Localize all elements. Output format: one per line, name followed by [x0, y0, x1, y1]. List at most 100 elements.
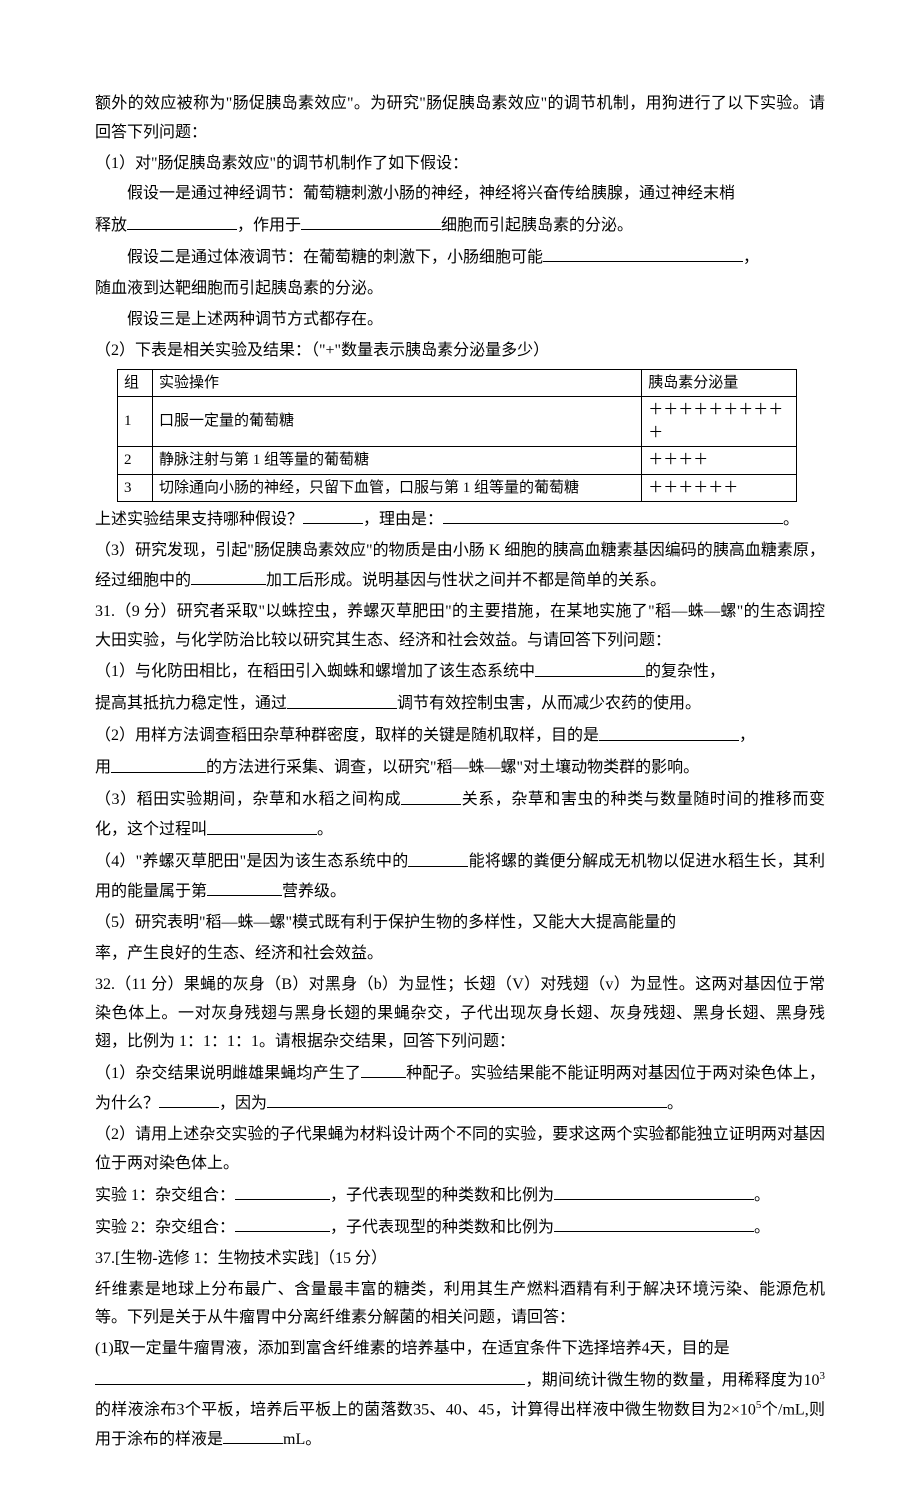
blank [401, 785, 461, 804]
table-row: 3 切除通向小肠的神经，只留下血管，口服与第 1 组等量的葡萄糖 ＋＋＋＋＋＋ [118, 474, 797, 502]
text: 调节有效控制虫害，从而减少农药的使用。 [397, 696, 701, 713]
blank [543, 243, 743, 262]
q30-hyp1-line1: 假设一是通过神经调节：葡萄糖刺激小肠的神经，神经将兴奋传给胰腺，通过神经末梢 [95, 180, 825, 209]
q31-title: 31.（9 分）研究者采取"以蛛控虫，养螺灭草肥田"的主要措施，在某地实施了"稻… [95, 598, 825, 656]
text: ， [739, 728, 755, 745]
blank [287, 689, 397, 708]
blank [301, 211, 441, 230]
q32-exp1: 实验 1：杂交组合： ，子代表现型的种类数和比例为 。 [95, 1181, 825, 1211]
q31-p5-cont: 率，产生良好的生态、经济和社会效益。 [95, 940, 825, 969]
blank [303, 505, 363, 524]
q30-hyp1-line2: 释放 ，作用于 细胞而引起胰岛素的分泌。 [95, 211, 825, 241]
text: （1）杂交结果说明雌雄果蝇均产生了 [95, 1065, 361, 1082]
text: 上述实验结果支持哪种假设？ [95, 511, 303, 528]
text: ，子代表现型的种类数和比例为 [330, 1219, 554, 1236]
text: （5）研究表明"稻—蛛—螺"模式既有利于保护生物的多样性，又能大大提高能量的 [95, 914, 676, 931]
text: 假设一是通过神经调节：葡萄糖刺激小肠的神经，神经将兴奋传给胰腺，通过神经末梢 [127, 185, 735, 202]
text: 假设二是通过体液调节：在葡萄糖的刺激下，小肠细胞可能 [127, 249, 543, 266]
cell: 1 [118, 397, 153, 447]
q37-intro: 纤维素是地球上分布最广、含量最丰富的糖类，利用其生产燃料酒精有利于解决环境污染、… [95, 1276, 825, 1334]
table-header-row: 组 实验操作 胰岛素分泌量 [118, 369, 797, 397]
blank [361, 1059, 406, 1078]
blank [191, 566, 266, 585]
text: （4）"养螺灭草肥田"是因为该生态系统中的 [95, 854, 408, 871]
q37-title: 37.[生物-选修 1：生物技术实践]（15 分） [95, 1245, 825, 1274]
blank [554, 1213, 754, 1232]
blank [235, 1213, 330, 1232]
blank [127, 211, 237, 230]
header-cell: 胰岛素分泌量 [642, 369, 797, 397]
text: 细胞而引起胰岛素的分泌。 [441, 217, 633, 234]
text: 提高其抵抗力稳定性，通过 [95, 696, 287, 713]
cell: 3 [118, 474, 153, 502]
q32-exp2: 实验 2：杂交组合： ，子代表现型的种类数和比例为 。 [95, 1213, 825, 1243]
text: （3）稻田实验期间，杂草和水稻之间构成 [95, 792, 401, 809]
blank [207, 877, 282, 896]
cell: 口服一定量的葡萄糖 [152, 397, 641, 447]
blank [599, 721, 739, 740]
text: 的样液涂布3个平板，培养后平板上的菌落数35、40、45，计算得出样液中微生物数… [95, 1401, 756, 1418]
text: （2）用样方法调查稻田杂草种群密度，取样的关键是随机取样，目的是 [95, 728, 599, 745]
q32-p1: （1）杂交结果说明雌雄果蝇均产生了种配子。实验结果能不能证明两对基因位于两对染色… [95, 1059, 825, 1119]
blank [159, 1089, 219, 1108]
q31-p3: （3）稻田实验期间，杂草和水稻之间构成关系，杂草和害虫的种类与数量随时间的推移而… [95, 785, 825, 845]
cell: ＋＋＋＋＋＋＋＋＋＋ [642, 397, 797, 447]
q30-hyp3: 假设三是上述两种调节方式都存在。 [95, 306, 825, 335]
text: 加工后形成。说明基因与性状之间并不都是简单的关系。 [266, 572, 666, 589]
text: 的复杂性， [645, 664, 725, 681]
q30-p2-question: 上述实验结果支持哪种假设？，理由是：。 [95, 505, 825, 535]
cell: 静脉注射与第 1 组等量的葡萄糖 [152, 447, 641, 475]
q31-p5: （5）研究表明"稻—蛛—螺"模式既有利于保护生物的多样性，又能大大提高能量的 [95, 909, 825, 938]
q37-p1: (1)取一定量牛瘤胃液，添加到富含纤维素的培养基中，在适宜条件下选择培养4天，目… [95, 1335, 825, 1364]
text: ，子代表现型的种类数和比例为 [330, 1187, 554, 1204]
text: 。 [317, 822, 333, 839]
cell: ＋＋＋＋＋＋ [642, 474, 797, 502]
q31-p4: （4）"养螺灭草肥田"是因为该生态系统中的能将螺的粪便分解成无机物以促进水稻生长… [95, 847, 825, 907]
text: 随血液到达靶细胞而引起胰岛素的分泌。 [95, 280, 383, 297]
q31-p1: （1）与化防田相比，在稻田引入蜘蛛和螺增加了该生态系统中的复杂性， [95, 657, 825, 687]
blank [223, 1425, 283, 1444]
blank [95, 1366, 525, 1385]
blank [111, 753, 206, 772]
text: ，期间统计微生物的数量，用稀释度为10 [525, 1372, 820, 1389]
text: 。 [754, 1187, 770, 1204]
blank [267, 1089, 667, 1108]
q30-p1: （1）对"肠促胰岛素效应"的调节机制作了如下假设： [95, 150, 825, 179]
text: ，作用于 [237, 217, 301, 234]
text: 的方法进行采集、调查，以研究"稻—蛛—螺"对土壤动物类群的影响。 [206, 760, 699, 777]
text: 实验 1：杂交组合： [95, 1187, 235, 1204]
header-cell: 组 [118, 369, 153, 397]
text: 。 [783, 511, 799, 528]
q30-p3: （3）研究发现，引起"肠促胰岛素效应"的物质是由小肠 K 细胞的胰高血糖素基因编… [95, 537, 825, 596]
blank [554, 1181, 754, 1200]
q31-p2: （2）用样方法调查稻田杂草种群密度，取样的关键是随机取样，目的是 ， [95, 721, 825, 751]
blank [235, 1181, 330, 1200]
q31-p2-cont: 用 的方法进行采集、调查，以研究"稻—蛛—螺"对土壤动物类群的影响。 [95, 753, 825, 783]
text: (1)取一定量牛瘤胃液，添加到富含纤维素的培养基中，在适宜条件下选择培养4天，目… [95, 1340, 730, 1357]
cell: 切除通向小肠的神经，只留下血管，口服与第 1 组等量的葡萄糖 [152, 474, 641, 502]
blank [535, 657, 645, 676]
text: 。 [667, 1095, 683, 1112]
text: ， [743, 249, 759, 266]
experiment-table: 组 实验操作 胰岛素分泌量 1 口服一定量的葡萄糖 ＋＋＋＋＋＋＋＋＋＋ 2 静… [117, 369, 797, 503]
q30-p2: （2）下表是相关实验及结果：（"+"数量表示胰岛素分泌量多少） [95, 337, 825, 366]
text: 释放 [95, 217, 127, 234]
text: 用 [95, 760, 111, 777]
q32-p2: （2）请用上述杂交实验的子代果蝇为材料设计两个不同的实验，要求这两个实验都能独立… [95, 1121, 825, 1179]
table-row: 1 口服一定量的葡萄糖 ＋＋＋＋＋＋＋＋＋＋ [118, 397, 797, 447]
text: 。 [754, 1219, 770, 1236]
blank [207, 815, 317, 834]
q30-hyp2-line1: 假设二是通过体液调节：在葡萄糖的刺激下，小肠细胞可能 ， [95, 243, 825, 273]
q32-title: 32.（11 分）果蝇的灰身（B）对黑身（b）为显性；长翅（V）对残翅（v）为显… [95, 971, 825, 1057]
text: 实验 2：杂交组合： [95, 1219, 235, 1236]
text: 率，产生良好的生态、经济和社会效益。 [95, 945, 383, 962]
q37-p1-cont: ，期间统计微生物的数量，用稀释度为103的样液涂布3个平板，培养后平板上的菌落数… [95, 1366, 825, 1455]
header-cell: 实验操作 [152, 369, 641, 397]
text: ，因为 [219, 1095, 267, 1112]
text: 营养级。 [282, 883, 346, 900]
blank [408, 847, 468, 866]
cell: ＋＋＋＋ [642, 447, 797, 475]
cell: 2 [118, 447, 153, 475]
table-row: 2 静脉注射与第 1 组等量的葡萄糖 ＋＋＋＋ [118, 447, 797, 475]
q31-p1-cont: 提高其抵抗力稳定性，通过 调节有效控制虫害，从而减少农药的使用。 [95, 689, 825, 719]
